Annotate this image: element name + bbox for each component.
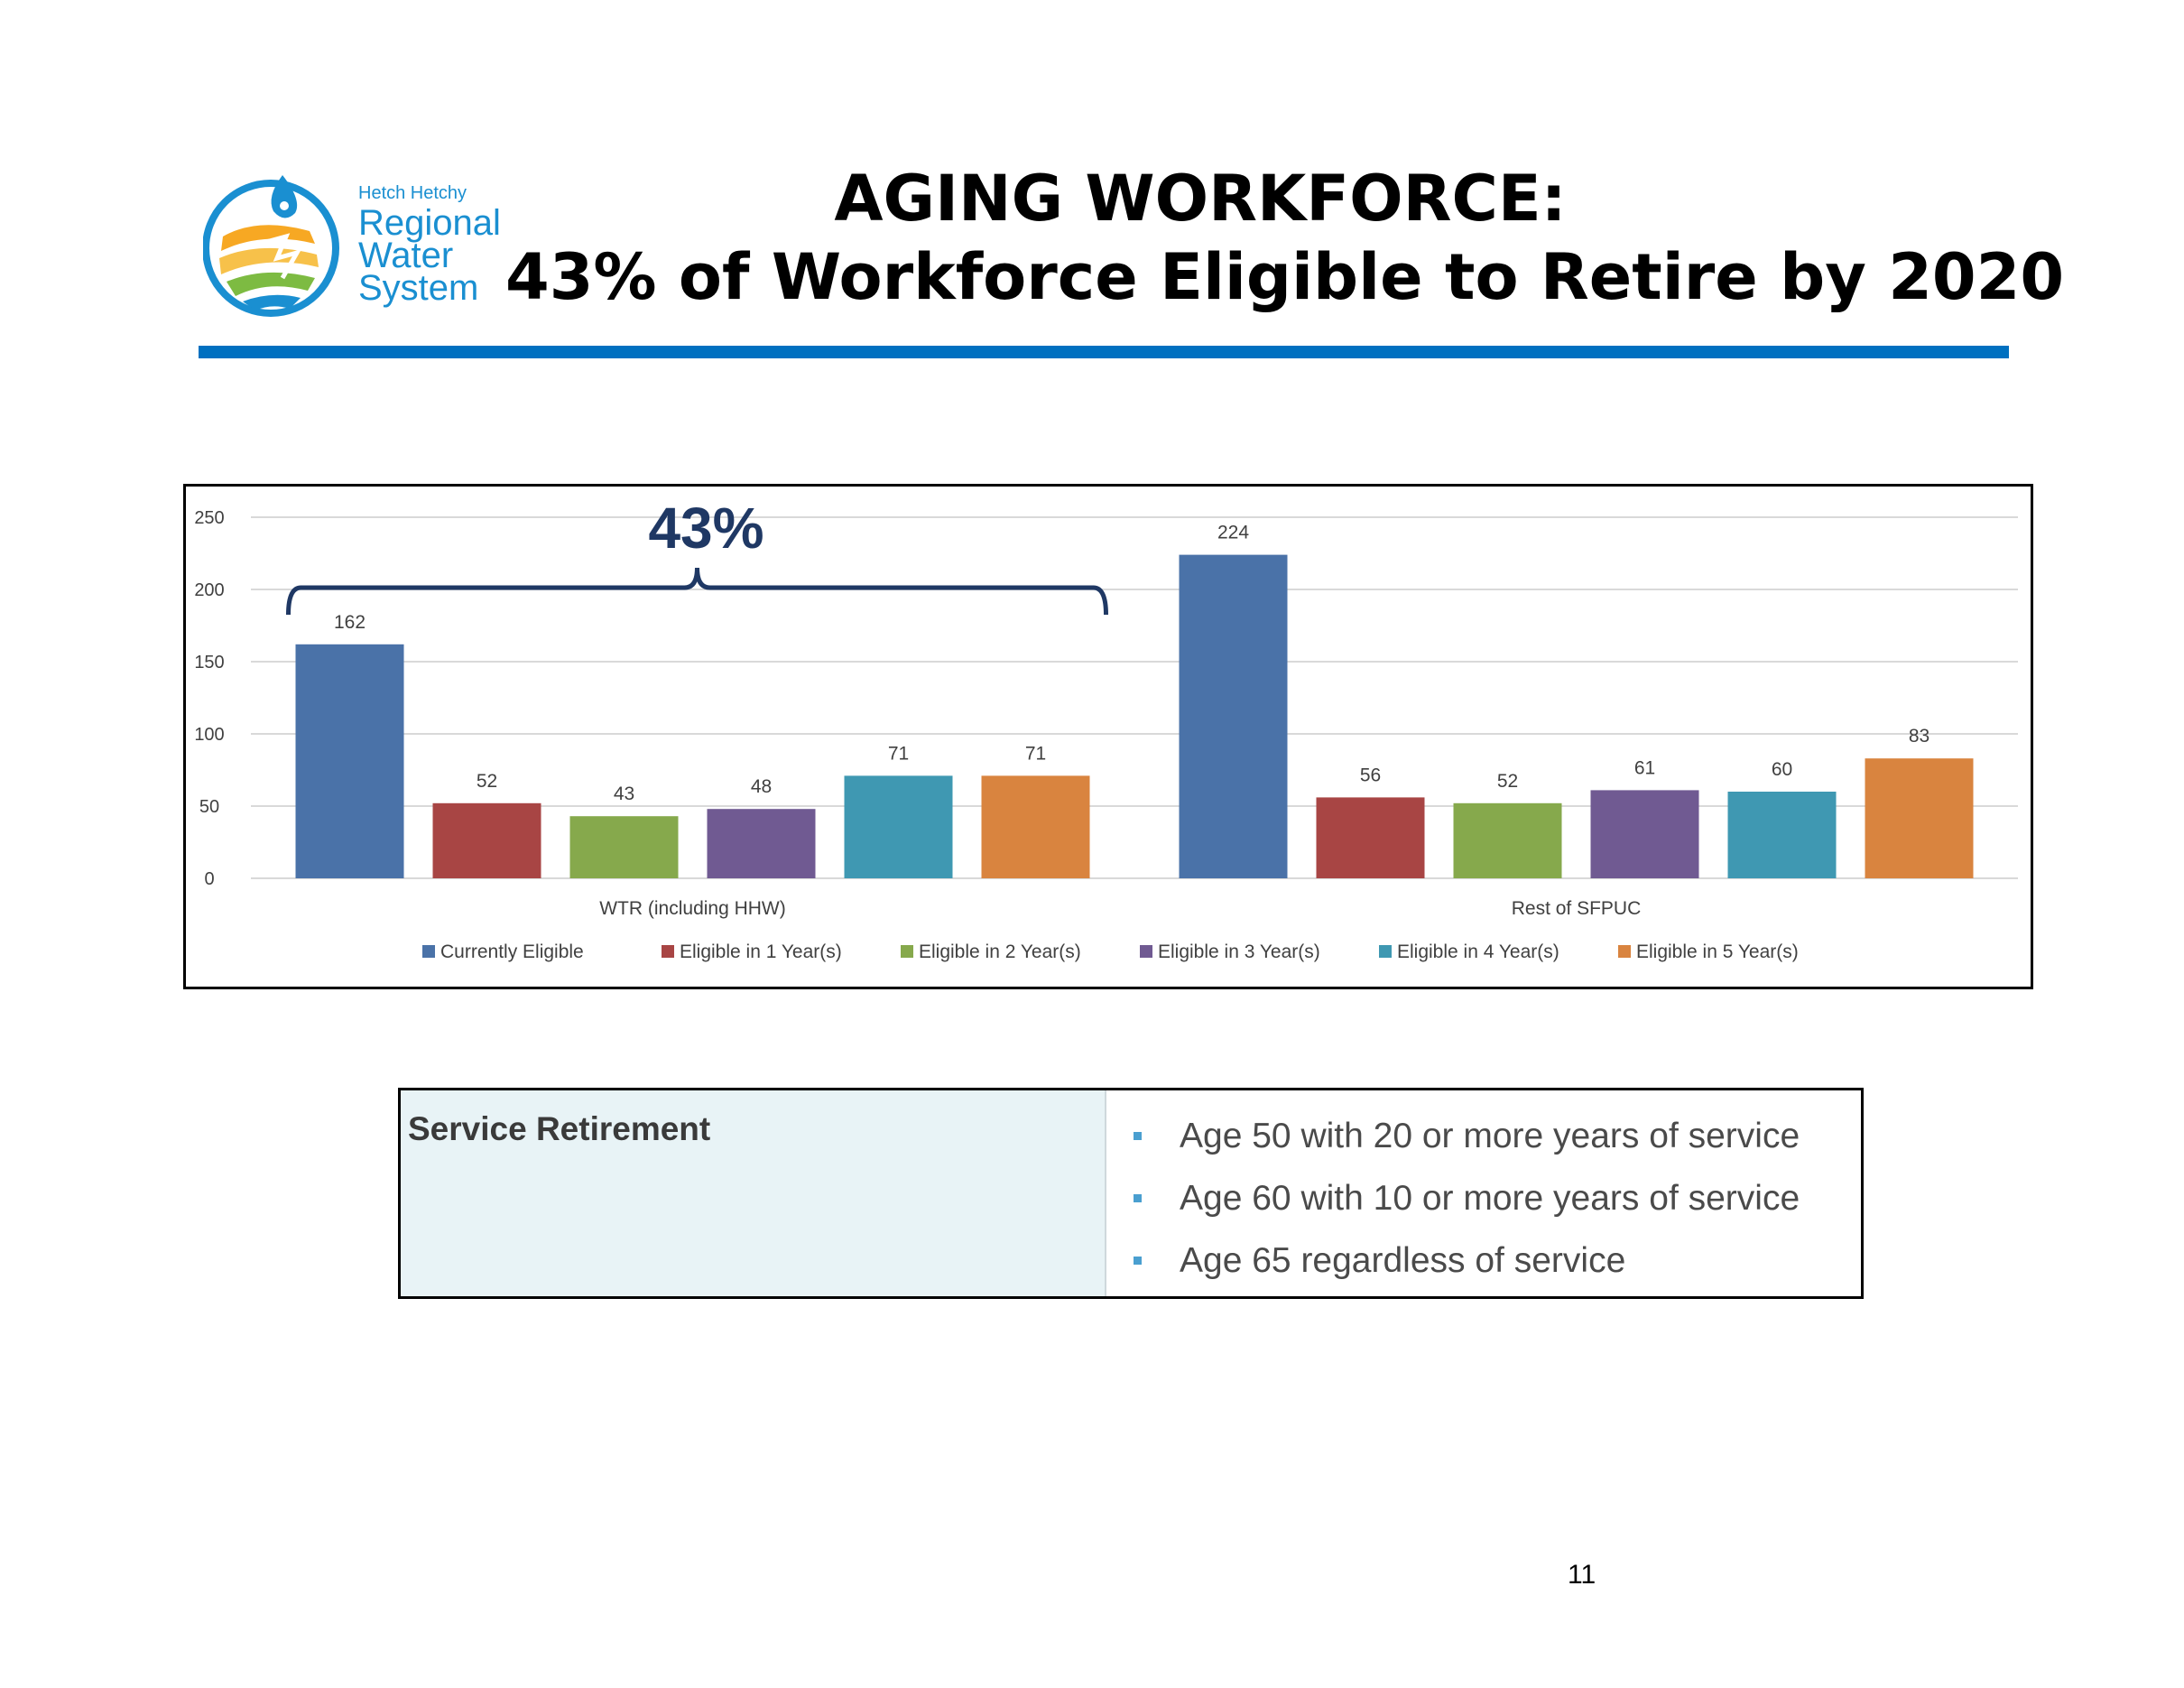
retirement-title: Service Retirement [408, 1110, 711, 1147]
bar [707, 809, 816, 878]
brace-annotation [286, 567, 1108, 616]
bar [1179, 554, 1288, 878]
logo-line4: System [358, 268, 478, 308]
rule-text: Age 50 with 20 or more years of service [1180, 1116, 1800, 1155]
title-divider [199, 346, 2009, 358]
bar [844, 775, 953, 878]
data-label: 83 [1909, 726, 1930, 747]
y-tick-label: 0 [204, 869, 214, 889]
data-label: 60 [1772, 759, 1792, 780]
data-label: 52 [477, 771, 497, 792]
legend-swatch [662, 945, 674, 958]
data-label: 162 [334, 612, 366, 633]
logo-line3: Water [358, 236, 453, 275]
legend-label: Currently Eligible [440, 941, 584, 962]
bar [1316, 797, 1425, 878]
data-label: 61 [1634, 757, 1655, 778]
list-item: Age 50 with 20 or more years of service [1134, 1105, 1861, 1167]
legend-label: Eligible in 3 Year(s) [1158, 941, 1320, 962]
bar-chart: 0 50 100 150 200 250 162 52 43 48 71 71 WTR (includi… [194, 496, 2018, 962]
legend-label: Eligible in 4 Year(s) [1397, 941, 1559, 962]
legend-swatch [901, 945, 913, 958]
list-item: Age 65 regardless of service [1134, 1229, 1861, 1292]
bar [981, 775, 1090, 878]
data-label: 48 [751, 776, 772, 797]
y-tick-label: 200 [194, 580, 224, 600]
y-tick-label: 50 [199, 797, 219, 817]
category-label: Rest of SFPUC [1512, 898, 1642, 919]
y-tick-label: 100 [194, 725, 224, 745]
retirement-label-cell: Service Retirement [401, 1090, 1106, 1296]
data-label: 43 [614, 784, 634, 804]
data-label: 52 [1497, 771, 1518, 792]
y-tick-label: 250 [194, 508, 224, 528]
y-tick-label: 150 [194, 653, 224, 672]
bullet-icon [1134, 1257, 1142, 1265]
bullet-icon [1134, 1194, 1142, 1202]
category-label: WTR (including HHW) [599, 898, 786, 919]
page-title: AGING WORKFORCE: [834, 162, 1567, 236]
bullet-icon [1134, 1132, 1142, 1140]
legend-swatch [1379, 945, 1392, 958]
data-label: 71 [888, 743, 909, 764]
bar [1453, 802, 1562, 878]
bar [569, 816, 679, 878]
data-label: 71 [1025, 743, 1046, 764]
list-item: Age 60 with 10 or more years of service [1134, 1167, 1861, 1229]
data-label: 224 [1217, 523, 1249, 543]
logo-line2: Regional [358, 203, 501, 243]
bar [1727, 792, 1837, 878]
legend-swatch [1618, 945, 1631, 958]
logo: Hetch Hetchy Regional Water System [202, 172, 546, 325]
legend-label: Eligible in 5 Year(s) [1636, 941, 1799, 962]
chart-frame: 0 50 100 150 200 250 162 52 43 48 71 71 WTR (includi… [183, 484, 2033, 989]
annotation-label: 43% [648, 496, 763, 561]
legend-label: Eligible in 2 Year(s) [919, 941, 1081, 962]
bar [295, 644, 404, 878]
retirement-table: Service Retirement Age 50 with 20 or mor… [398, 1088, 1864, 1299]
legend-swatch [422, 945, 435, 958]
page-subtitle: 43% of Workforce Eligible to Retire by 2… [505, 240, 2065, 314]
data-label: 56 [1360, 765, 1381, 785]
logo-line1: Hetch Hetchy [358, 183, 467, 203]
retirement-rules-cell: Age 50 with 20 or more years of service … [1106, 1090, 1861, 1296]
bar [1590, 790, 1699, 878]
water-drop-logo-icon: Hetch Hetchy Regional Water System [202, 175, 501, 317]
bar [432, 802, 541, 878]
rule-text: Age 60 with 10 or more years of service [1180, 1178, 1800, 1218]
page-number: 11 [1568, 1560, 1596, 1590]
legend-swatch [1140, 945, 1152, 958]
bar [1865, 758, 1974, 878]
legend-label: Eligible in 1 Year(s) [680, 941, 842, 962]
rule-text: Age 65 regardless of service [1180, 1240, 1626, 1280]
